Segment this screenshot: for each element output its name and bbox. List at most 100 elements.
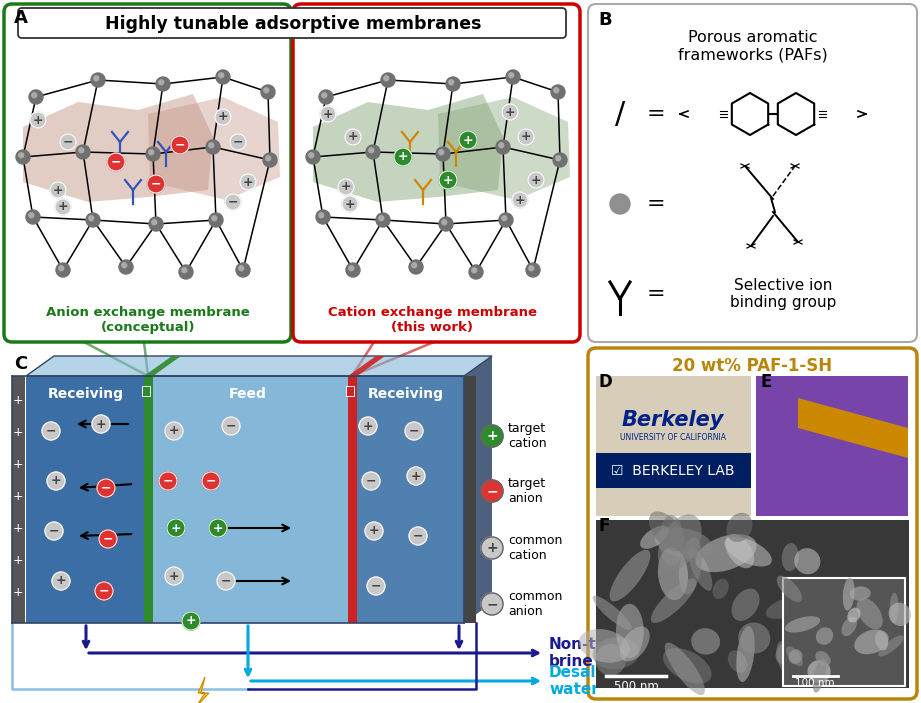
Circle shape [47, 472, 65, 490]
Ellipse shape [663, 648, 712, 683]
Text: +: + [58, 200, 68, 214]
Text: 20 wt% PAF-1-SH: 20 wt% PAF-1-SH [672, 357, 833, 375]
Text: +: + [243, 176, 253, 188]
Circle shape [439, 171, 457, 189]
Polygon shape [313, 94, 503, 202]
Text: Porous aromatic
frameworks (PAFs): Porous aromatic frameworks (PAFs) [678, 30, 827, 62]
Circle shape [518, 129, 534, 145]
Circle shape [52, 572, 70, 590]
Ellipse shape [649, 511, 685, 551]
Text: Receiving: Receiving [48, 387, 124, 401]
Circle shape [481, 425, 503, 447]
Text: +: + [186, 614, 196, 628]
Ellipse shape [596, 644, 626, 676]
Circle shape [171, 136, 189, 154]
Text: +: + [217, 110, 228, 124]
Ellipse shape [782, 543, 799, 572]
Circle shape [409, 527, 427, 545]
Circle shape [167, 519, 185, 537]
Circle shape [436, 147, 450, 161]
Ellipse shape [679, 538, 702, 594]
Circle shape [512, 192, 528, 208]
Circle shape [367, 577, 385, 595]
Circle shape [225, 194, 241, 210]
Text: −: − [99, 584, 110, 598]
Ellipse shape [776, 641, 793, 674]
Text: 500 nm: 500 nm [613, 680, 659, 692]
Ellipse shape [691, 628, 720, 654]
Bar [146, 376, 351, 623]
Circle shape [230, 134, 246, 150]
Circle shape [502, 216, 507, 221]
Ellipse shape [655, 527, 713, 559]
Circle shape [379, 216, 384, 221]
Ellipse shape [857, 598, 882, 629]
Ellipse shape [766, 596, 808, 619]
Circle shape [42, 422, 60, 440]
Text: +: + [322, 108, 333, 120]
Text: +: + [170, 522, 181, 534]
Ellipse shape [788, 607, 822, 631]
Text: ☑  BERKELEY LAB: ☑ BERKELEY LAB [612, 464, 735, 478]
Text: −: − [205, 475, 216, 487]
Circle shape [50, 182, 66, 198]
Circle shape [366, 145, 380, 159]
Text: +: + [169, 425, 180, 437]
Polygon shape [196, 677, 209, 703]
Circle shape [449, 80, 454, 84]
Ellipse shape [808, 660, 831, 683]
Bar [144, 376, 153, 623]
Circle shape [88, 216, 94, 221]
Ellipse shape [785, 617, 821, 633]
Circle shape [499, 143, 504, 148]
Circle shape [18, 153, 24, 157]
Circle shape [610, 194, 630, 214]
Circle shape [165, 567, 183, 585]
Ellipse shape [713, 579, 729, 599]
Text: target
anion: target anion [508, 477, 546, 505]
Circle shape [122, 263, 127, 268]
Circle shape [469, 265, 483, 279]
Circle shape [381, 73, 395, 87]
Circle shape [263, 88, 269, 93]
Circle shape [442, 220, 447, 225]
Circle shape [159, 472, 177, 490]
Bar [596, 376, 751, 516]
Circle shape [319, 90, 333, 104]
Text: +: + [486, 541, 498, 555]
Circle shape [338, 179, 354, 195]
Circle shape [146, 147, 160, 161]
Circle shape [359, 417, 377, 435]
Circle shape [394, 148, 412, 166]
Circle shape [412, 263, 416, 268]
Circle shape [321, 93, 327, 98]
Ellipse shape [788, 650, 802, 664]
Text: +: + [411, 470, 421, 482]
Circle shape [508, 73, 514, 78]
Ellipse shape [731, 588, 760, 621]
Circle shape [407, 467, 425, 485]
Polygon shape [26, 356, 492, 376]
Circle shape [212, 216, 216, 221]
Ellipse shape [890, 593, 899, 623]
Polygon shape [464, 356, 492, 623]
Circle shape [149, 150, 154, 155]
Circle shape [345, 129, 361, 145]
Bar [26, 376, 146, 623]
Text: /: / [615, 100, 625, 129]
Circle shape [209, 519, 227, 537]
Ellipse shape [786, 646, 803, 666]
Ellipse shape [728, 650, 747, 673]
Ellipse shape [847, 607, 860, 622]
Circle shape [481, 593, 503, 615]
Text: −: − [46, 425, 56, 437]
Text: common
anion: common anion [508, 590, 563, 618]
Circle shape [209, 143, 214, 148]
Text: +: + [515, 193, 525, 207]
Ellipse shape [842, 617, 857, 636]
Text: +: + [13, 427, 23, 439]
Text: +: + [341, 181, 351, 193]
Circle shape [349, 266, 354, 271]
Circle shape [496, 140, 510, 154]
Text: UNIVERSITY OF CALIFORNIA: UNIVERSITY OF CALIFORNIA [620, 434, 726, 442]
